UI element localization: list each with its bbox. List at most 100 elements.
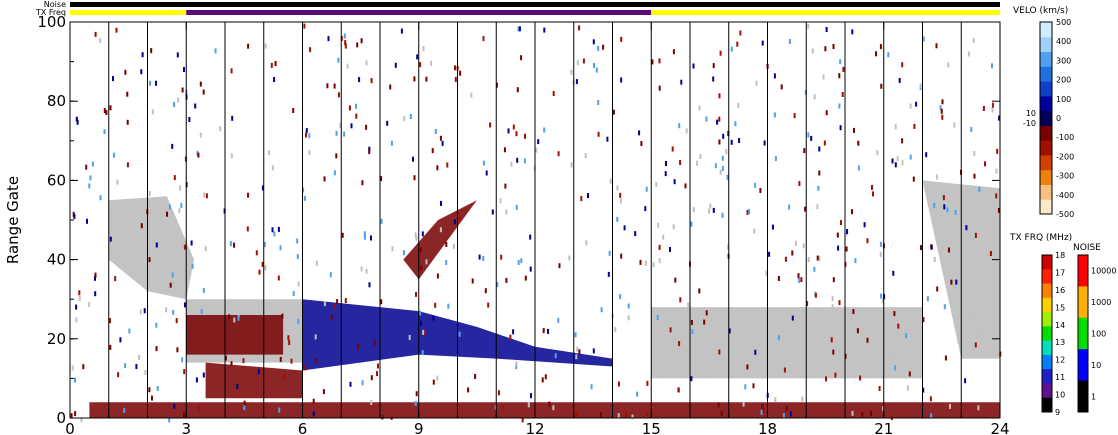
txfreq-color-7 xyxy=(1042,354,1052,370)
scatter-cell xyxy=(896,156,899,162)
scatter-cell xyxy=(922,36,925,42)
scatter-cell xyxy=(824,46,827,52)
txfreq-color-6 xyxy=(1042,340,1052,356)
scatter-cell xyxy=(811,48,814,54)
scatter-cell xyxy=(273,77,276,82)
scatter-cell xyxy=(718,93,721,99)
txfreq-colorbar-title: TX FRQ (MHz) xyxy=(1009,233,1072,243)
scatter-cell xyxy=(403,250,405,256)
scatter-cell xyxy=(344,298,347,303)
txfreq-color-2 xyxy=(1042,283,1052,299)
scatter-cell xyxy=(606,136,609,142)
scatter-cell xyxy=(515,364,518,370)
scatter-cell xyxy=(510,161,513,167)
scatter-cell xyxy=(297,318,300,324)
scatter-cell xyxy=(940,108,943,114)
ground-region-2 xyxy=(651,307,923,379)
velo-color-9 xyxy=(1040,66,1052,82)
scatter-cell xyxy=(489,122,492,128)
scatter-cell xyxy=(658,85,661,91)
velo-color-6 xyxy=(1040,110,1052,126)
scatter-cell xyxy=(261,261,264,267)
scatter-cell xyxy=(754,349,757,355)
scatter-cell xyxy=(482,36,485,42)
scatter-cell xyxy=(705,116,708,122)
scatter-cell xyxy=(765,270,768,276)
scatter-cell xyxy=(202,287,205,293)
scatter-cell xyxy=(264,43,267,49)
scatter-cell xyxy=(173,175,176,181)
scatter-cell xyxy=(297,281,300,287)
scatter-cell xyxy=(709,203,712,209)
scatter-cell xyxy=(303,23,306,29)
scatter-cell xyxy=(597,45,600,51)
scatter-cell xyxy=(814,292,817,298)
txfreq-tick-label: 15 xyxy=(1055,303,1065,312)
scatter-cell xyxy=(335,130,338,136)
scatter-cell xyxy=(838,300,841,306)
scatter-cell xyxy=(692,207,695,213)
scatter-cell xyxy=(113,152,116,158)
scatter-cell xyxy=(89,175,92,181)
scatter-cell xyxy=(94,31,97,37)
x-tick-label: 12 xyxy=(525,420,544,435)
scatter-cell xyxy=(570,162,573,168)
scatter-cell xyxy=(361,180,364,186)
scatter-cell xyxy=(734,121,737,127)
scatter-cell xyxy=(124,69,127,75)
scatter-cell xyxy=(339,122,342,128)
scatter-cell xyxy=(930,244,933,250)
scatter-cell xyxy=(578,25,581,31)
scatter-cell xyxy=(126,162,129,168)
scatter-cell xyxy=(947,62,950,68)
scatter-cell xyxy=(229,241,232,247)
scatter-cell xyxy=(336,299,339,305)
scatter-cell xyxy=(203,192,206,198)
scatter-cell xyxy=(808,341,811,347)
scatter-cell xyxy=(361,380,364,386)
scatter-cell xyxy=(305,132,307,138)
scatter-cell xyxy=(123,407,126,413)
scatter-cell xyxy=(454,76,457,82)
txfreq-color-3 xyxy=(1042,297,1052,313)
scatter-cell xyxy=(314,334,317,340)
scatter-cell xyxy=(557,317,560,323)
scatter-cell xyxy=(181,87,184,93)
scatter-cell xyxy=(246,226,249,232)
scatter-cell xyxy=(639,259,642,265)
scatter-cell xyxy=(979,329,982,335)
scatter-cell xyxy=(841,92,844,97)
scatter-cell xyxy=(363,231,366,237)
scatter-cell xyxy=(75,304,78,310)
scatter-cell xyxy=(394,62,397,68)
scatter-cell xyxy=(243,405,246,411)
scatter-cell xyxy=(176,52,179,58)
scatter-cell xyxy=(529,234,532,240)
scatter-cell xyxy=(662,234,665,240)
scatter-cell xyxy=(103,129,106,135)
scatter-cell xyxy=(541,377,544,383)
y-axis-label: Range Gate xyxy=(4,176,22,264)
scatter-cell xyxy=(370,375,373,381)
scatter-cell xyxy=(494,404,497,410)
txfreq-tick-label: 16 xyxy=(1055,286,1065,295)
scatter-cell xyxy=(199,81,202,87)
scatter-cell xyxy=(712,76,715,82)
scatter-cell xyxy=(376,371,378,377)
scatter-cell xyxy=(580,196,583,202)
noise-tick-label: 10 xyxy=(1091,361,1101,370)
scatter-cell xyxy=(721,155,724,161)
txfreq-tick-label: 10 xyxy=(1055,391,1065,400)
scatter-cell xyxy=(684,183,687,189)
scatter-cell xyxy=(941,205,943,211)
scatter-cell xyxy=(620,77,623,83)
scatter-cell xyxy=(515,361,518,367)
scatter-cell xyxy=(866,337,869,343)
scatter-cell xyxy=(467,387,470,393)
scatter-cell xyxy=(669,327,672,333)
scatter-cell xyxy=(856,328,859,334)
txfreq-tick-label: 9 xyxy=(1055,408,1060,417)
scatter-cell xyxy=(178,208,181,214)
scatter-cell xyxy=(690,320,693,325)
